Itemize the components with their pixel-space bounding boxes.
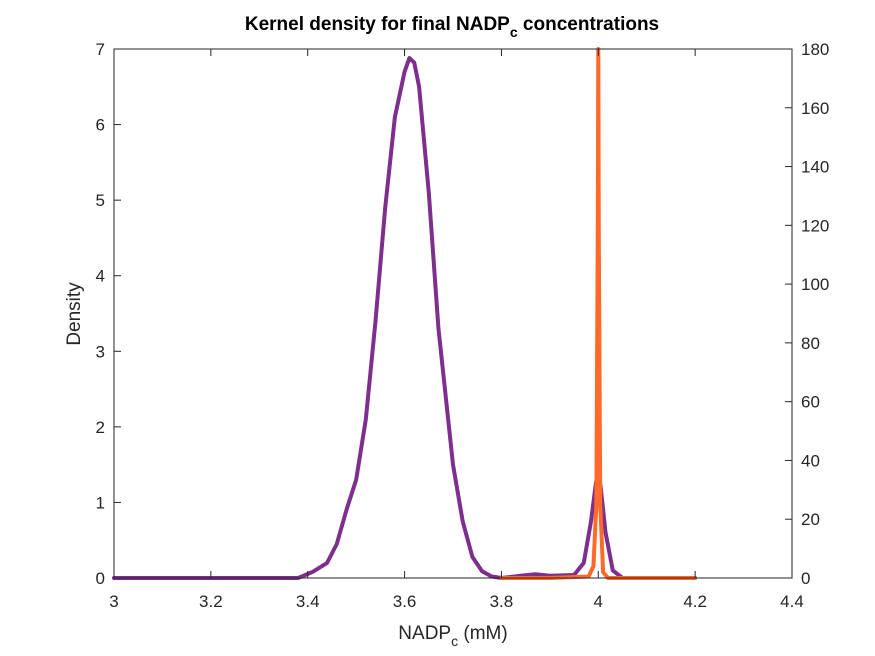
- y-left-tick-label: 1: [96, 493, 105, 512]
- x-tick-label: 3.8: [490, 592, 514, 611]
- x-tick-label: 4.2: [683, 592, 707, 611]
- y-right-tick-label: 60: [801, 393, 820, 412]
- x-tick-label: 3.2: [199, 592, 223, 611]
- y-left-tick-label: 6: [96, 116, 105, 135]
- y-left-tick-label: 0: [96, 569, 105, 588]
- y-right-tick-label: 160: [801, 99, 829, 118]
- y-left-tick-label: 7: [96, 40, 105, 59]
- y-right-tick-label: 120: [801, 216, 829, 235]
- y-left-tick-label: 2: [96, 418, 105, 437]
- tick-labels: 3 3.2 3.4 3.6 3.8 4 4.2 4.4 0 1 2 3 4 5 6 7 0 20 40 60 80 100…: [96, 40, 830, 611]
- axes-box: [113, 48, 793, 579]
- x-tick-label: 4.4: [780, 592, 804, 611]
- y-right-tick-label: 100: [801, 275, 829, 294]
- chart-title: Kernel density for final NADPc concentra…: [245, 14, 659, 40]
- plot-area: [114, 49, 792, 578]
- y-axis-label-left: Density: [64, 282, 85, 346]
- x-tick-label: 3.6: [393, 592, 417, 611]
- series-layer: [112, 47, 698, 580]
- y-right-tick-label: 20: [801, 510, 820, 529]
- x-tick-label: 4: [594, 592, 603, 611]
- y-left-tick-label: 4: [96, 267, 105, 286]
- y-right-tick-label: 0: [801, 569, 810, 588]
- y-left-tick-label: 3: [96, 342, 105, 361]
- y-right-tick-label: 40: [801, 451, 820, 470]
- y-left-tick-label: 5: [96, 191, 105, 210]
- y-right-tick-label: 140: [801, 158, 829, 177]
- axes-layer: [113, 48, 793, 579]
- series-line-2: [499, 47, 698, 580]
- y-right-tick-label: 180: [801, 40, 829, 59]
- y-right-tick-label: 80: [801, 334, 820, 353]
- x-tick-label: 3: [109, 592, 118, 611]
- x-tick-label: 3.4: [296, 592, 320, 611]
- x-axis-label: NADPc (mM): [398, 623, 507, 649]
